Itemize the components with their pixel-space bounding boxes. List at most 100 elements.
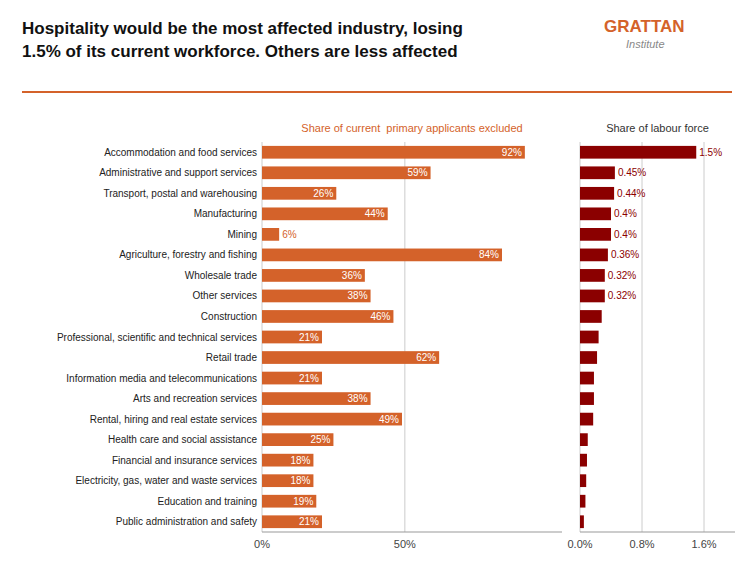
separator (22, 91, 732, 93)
data-label: 0.36% (611, 249, 639, 260)
bar (580, 351, 597, 364)
tick-label: 50% (394, 538, 416, 550)
logo-subtitle: Institute (626, 38, 665, 50)
data-label: 6% (282, 229, 297, 240)
data-label: 26% (313, 188, 333, 199)
data-label: 92% (502, 147, 522, 158)
bar (580, 249, 608, 262)
category-label: Manufacturing (194, 208, 257, 219)
bar (262, 269, 365, 282)
bar (580, 331, 599, 344)
bar (580, 454, 587, 467)
tick-label: 1.6% (691, 538, 716, 550)
category-label: Electricity, gas, water and waste servic… (75, 475, 257, 486)
bar (580, 290, 605, 303)
data-label: 62% (416, 352, 436, 363)
data-label: 18% (290, 475, 310, 486)
data-label: 59% (408, 167, 428, 178)
data-labels: 1.5% 0.45% 0.44% 0.4% 0.4% 0.36% 0.32% 0.32% (608, 147, 722, 302)
bar (262, 474, 313, 487)
data-label: 49% (379, 414, 399, 425)
title: 1.5% of its current workforce. Others ar… (22, 42, 458, 61)
data-label: 36% (342, 270, 362, 281)
bar (580, 413, 593, 426)
category-label: Information media and telecommunications (66, 373, 257, 384)
bar (580, 269, 605, 282)
grid-line (642, 142, 643, 532)
data-label: 84% (479, 249, 499, 260)
axis-line (580, 532, 735, 533)
bar (580, 228, 611, 241)
bar (580, 433, 588, 446)
category-label: Professional, scientific and technical s… (57, 332, 257, 343)
title: Hospitality would be the most affected i… (22, 19, 463, 38)
bar (262, 372, 322, 385)
bar (262, 454, 313, 467)
bar (580, 187, 614, 200)
category-label: Agriculture, forestry and fishing (119, 249, 257, 260)
background (0, 0, 754, 566)
grid-line (704, 142, 705, 532)
category-label: Administrative and support services (99, 167, 257, 178)
data-label: 0.44% (617, 188, 645, 199)
category-label: Retail trade (206, 352, 258, 363)
bars (262, 146, 525, 528)
bar (262, 166, 431, 179)
data-label: 0.4% (614, 229, 637, 240)
data-label: 21% (299, 516, 319, 527)
bar (262, 187, 336, 200)
logo: GRATTAN (604, 17, 685, 36)
bar (580, 372, 594, 385)
data-label: 38% (348, 290, 368, 301)
bar (262, 495, 316, 508)
bar (580, 515, 584, 528)
tick-label: 0.0% (567, 538, 592, 550)
data-label: 0.32% (608, 270, 636, 281)
data-label: 0.32% (608, 290, 636, 301)
grid-line (404, 142, 405, 532)
category-label: Public administration and safety (116, 516, 257, 527)
data-label: 0.45% (618, 167, 646, 178)
category-label: Wholesale trade (185, 270, 258, 281)
data-label: 19% (293, 496, 313, 507)
bar (262, 146, 525, 159)
bar (580, 474, 586, 487)
bar (262, 228, 279, 241)
data-label: 1.5% (699, 147, 722, 158)
bar (262, 515, 322, 528)
axis-line (262, 532, 562, 533)
bar (262, 413, 402, 426)
data-label: 44% (365, 208, 385, 219)
data-label: 38% (348, 393, 368, 404)
category-label: Financial and insurance services (112, 455, 257, 466)
bar (262, 392, 371, 405)
bar (580, 207, 611, 220)
bars (580, 146, 696, 528)
data-labels: 92%59%26%44%6%84%36%38%46%21%62%21%38%49… (282, 147, 522, 527)
bar (262, 310, 393, 323)
data-label: 0.4% (614, 208, 637, 219)
category-label: Health care and social assistance (108, 434, 257, 445)
category-label: Arts and recreation services (133, 393, 257, 404)
tick-label: 0% (254, 538, 270, 550)
data-label: 18% (290, 455, 310, 466)
category-label: Rental, hiring and real estate services (90, 414, 257, 425)
category-label: Mining (228, 229, 257, 240)
bar (262, 331, 322, 344)
data-label: 25% (310, 434, 330, 445)
bar (262, 290, 371, 303)
tick-label: 0.8% (629, 538, 654, 550)
bar (580, 310, 602, 323)
data-label: 46% (370, 311, 390, 322)
data-label: 21% (299, 373, 319, 384)
bar (580, 146, 696, 159)
data-label: 21% (299, 332, 319, 343)
bar (580, 495, 585, 508)
category-label: Education and training (157, 496, 257, 507)
bar (262, 249, 502, 262)
bar (262, 351, 439, 364)
category-label: Construction (201, 311, 257, 322)
bar (580, 166, 615, 179)
bar (262, 207, 388, 220)
panel-title: Share of current primary applicants excl… (301, 122, 522, 134)
